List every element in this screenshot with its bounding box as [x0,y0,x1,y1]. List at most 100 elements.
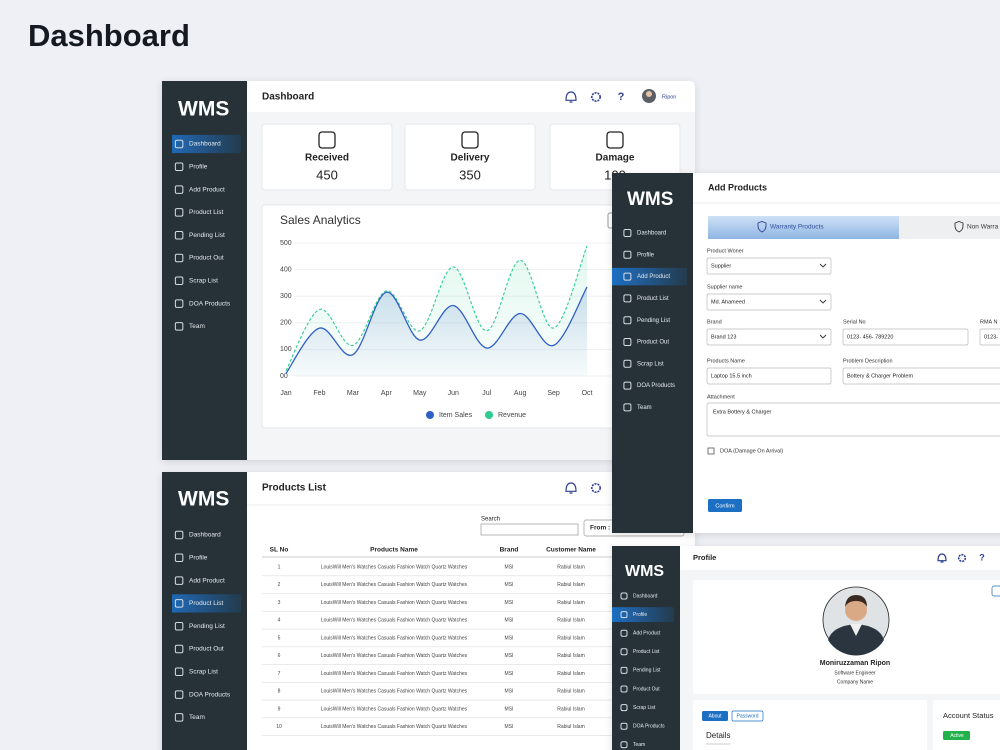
help-icon[interactable]: ? [618,91,625,103]
menu-item[interactable]: Profile [633,612,647,618]
topbar-bg [680,546,1000,570]
search-input[interactable] [480,523,579,536]
help-icon[interactable]: ? [979,552,985,562]
field-value[interactable]: Brand 123 [711,334,736,340]
bell-icon[interactable] [937,553,947,563]
menu-item[interactable]: Scrap List [189,278,218,285]
field-value[interactable]: Md. Ahameed [711,299,745,305]
field-value[interactable]: 0123- 456- 789220 [847,334,893,340]
menu-item[interactable]: Product List [633,649,660,655]
bell-icon[interactable] [565,91,577,103]
tab-label[interactable]: Warranty Products [770,224,824,231]
field-value[interactable]: Laptop 15.5 inch [711,373,752,379]
menu-active [612,267,687,286]
menu-item[interactable]: Dashboard [189,141,221,148]
dropdown-caret [819,334,827,339]
logo: WMS [178,98,229,121]
password-button[interactable] [731,710,764,722]
menu-item[interactable]: DOA Products [637,383,675,389]
menu-icon [623,250,632,259]
menu-item[interactable]: Product List [189,600,224,607]
confirm-label[interactable]: Confirm [715,503,735,509]
menu-icon [174,185,184,194]
menu-item[interactable]: Add Product [637,274,670,280]
text-input[interactable] [706,367,832,385]
menu-item[interactable]: Scrap List [189,669,218,676]
table-cell: 4 [278,618,281,624]
confirm-button[interactable] [708,499,742,512]
menu-item[interactable]: Pending List [189,623,225,630]
textarea[interactable] [706,402,1000,437]
status-label: Active [950,733,964,739]
x-tick-label: Sep [547,390,560,397]
menu-item[interactable]: Team [189,714,205,721]
menu-item[interactable]: Team [637,405,652,411]
menu-item[interactable]: Team [189,323,205,330]
stat-value: 450 [316,167,338,182]
about-label[interactable]: About [708,713,722,719]
edit-button[interactable] [991,585,1000,597]
table-cell: LouisWill Men's Watches Casuals Fashion … [321,653,468,659]
stat-label: Damage [596,153,635,164]
select-input[interactable] [706,293,832,311]
menu-item[interactable]: DOA Products [189,300,231,307]
table-cell: Rabiul Islam [557,671,585,677]
tab-label[interactable]: Non Warra [967,224,999,231]
field-value[interactable]: Supplier [711,263,731,269]
menu-item[interactable]: Profile [189,555,208,562]
tab-inactive[interactable] [899,216,1000,239]
menu-item[interactable]: DOA Products [189,691,231,698]
tab-active[interactable] [708,216,899,239]
menu-item[interactable]: Product Out [637,340,669,346]
menu-icon [174,530,184,540]
bell-icon[interactable] [565,482,577,494]
table-cell: Rabiul Islam [557,724,585,730]
menu-item[interactable]: Profile [637,252,655,258]
sidebar [612,173,693,533]
user-name[interactable]: Ripon [662,94,676,100]
password-label[interactable]: Password [737,713,759,719]
menu-item[interactable]: DOA Products [633,724,665,730]
menu-item[interactable]: Add Product [189,186,225,193]
profile-role: Software Engineer [834,670,875,676]
text-input[interactable] [842,367,1000,385]
series-line [285,245,588,371]
search-label: Search [481,517,500,523]
settings-icon[interactable] [957,553,967,563]
menu-item[interactable]: Scrap List [637,361,664,367]
checkbox-label[interactable]: DOA (Damage On Arrival) [720,448,783,454]
table-cell: 2 [278,582,281,588]
menu-item[interactable]: Team [633,742,645,748]
menu-active [162,134,241,154]
menu-item[interactable]: Dashboard [189,532,221,539]
menu-item[interactable]: Product Out [189,255,224,262]
text-input[interactable] [979,328,1000,346]
text-input[interactable] [842,328,969,346]
menu-item[interactable]: Scrap List [633,705,656,711]
field-value[interactable]: 0123- [984,334,998,340]
menu-item[interactable]: Product List [189,209,224,216]
menu-item[interactable]: Product Out [633,686,660,692]
about-button[interactable] [702,711,728,721]
menu-item[interactable]: Profile [189,164,208,171]
menu-item[interactable]: Add Product [189,577,225,584]
settings-icon[interactable] [591,483,601,493]
shield-icon [954,221,964,233]
field-value[interactable]: Bottery & Charger Problem [847,373,913,379]
menu-item[interactable]: Product List [637,296,669,302]
menu-item[interactable]: Dashboard [633,593,658,599]
select-input[interactable] [706,328,832,346]
field-label: Supplier name [707,284,742,290]
menu-item[interactable]: Add Product [633,631,661,637]
menu-item[interactable]: Pending List [637,318,670,324]
menu-item[interactable]: Pending List [633,668,661,674]
menu-item[interactable]: Dashboard [637,231,666,237]
stat-label: Delivery [451,153,490,164]
table-cell: LouisWill Men's Watches Casuals Fashion … [321,582,468,588]
select-input[interactable] [706,257,832,275]
menu-item[interactable]: Product Out [189,646,224,653]
settings-icon[interactable] [591,92,601,102]
checkbox[interactable] [707,447,715,455]
menu-item[interactable]: Pending List [189,232,225,239]
